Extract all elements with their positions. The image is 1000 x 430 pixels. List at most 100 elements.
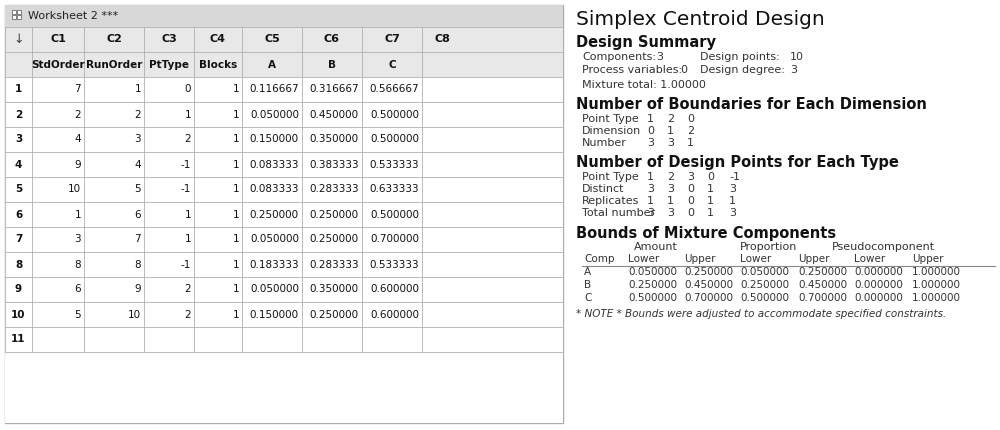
Text: 0.633333: 0.633333 <box>369 184 419 194</box>
Text: 1: 1 <box>707 208 714 218</box>
Text: Lower: Lower <box>854 254 885 264</box>
Text: -1: -1 <box>181 160 191 169</box>
Text: Blocks: Blocks <box>199 59 237 70</box>
Text: 1: 1 <box>184 234 191 245</box>
Text: Amount: Amount <box>634 242 678 252</box>
Text: 0.566667: 0.566667 <box>369 85 419 95</box>
Text: C3: C3 <box>161 34 177 44</box>
Text: Number of Design Points for Each Type: Number of Design Points for Each Type <box>576 155 899 170</box>
Text: 0.250000: 0.250000 <box>310 234 359 245</box>
Text: Comp: Comp <box>584 254 614 264</box>
Text: 0.050000: 0.050000 <box>250 110 299 120</box>
Text: 7: 7 <box>74 85 81 95</box>
Text: 0.050000: 0.050000 <box>250 234 299 245</box>
Text: 0: 0 <box>687 196 694 206</box>
Bar <box>5 27 563 423</box>
Text: 0: 0 <box>680 65 687 75</box>
Text: 0.700000: 0.700000 <box>798 293 847 303</box>
Text: 10: 10 <box>790 52 804 62</box>
Text: 0.500000: 0.500000 <box>370 209 419 219</box>
Text: Simplex Centroid Design: Simplex Centroid Design <box>576 10 825 29</box>
Text: C7: C7 <box>384 34 400 44</box>
Text: B: B <box>328 59 336 70</box>
Text: 0.350000: 0.350000 <box>310 285 359 295</box>
Text: 1: 1 <box>687 138 694 148</box>
Text: 0.183333: 0.183333 <box>249 259 299 270</box>
Bar <box>5 27 563 52</box>
Text: 1: 1 <box>647 114 654 124</box>
Text: B: B <box>584 280 591 290</box>
Text: 3: 3 <box>790 65 797 75</box>
Text: 0.000000: 0.000000 <box>854 280 903 290</box>
Text: C5: C5 <box>264 34 280 44</box>
Text: Pseudocomponent: Pseudocomponent <box>831 242 935 252</box>
Text: 1: 1 <box>232 209 239 219</box>
Text: 4: 4 <box>74 135 81 144</box>
Text: 5: 5 <box>15 184 22 194</box>
Text: Point Type: Point Type <box>582 172 639 182</box>
Text: 0.316667: 0.316667 <box>309 85 359 95</box>
Text: 0.250000: 0.250000 <box>310 209 359 219</box>
Text: 1: 1 <box>232 285 239 295</box>
Text: 3: 3 <box>667 184 674 194</box>
Text: Upper: Upper <box>684 254 716 264</box>
Text: 0: 0 <box>707 172 714 182</box>
Text: 8: 8 <box>134 259 141 270</box>
Text: 0: 0 <box>184 85 191 95</box>
Text: 1: 1 <box>707 196 714 206</box>
Text: 1: 1 <box>184 110 191 120</box>
Text: 0.283333: 0.283333 <box>309 184 359 194</box>
Text: * NOTE * Bounds were adjusted to accommodate specified constraints.: * NOTE * Bounds were adjusted to accommo… <box>576 309 946 319</box>
Bar <box>12 10 16 14</box>
Text: 3: 3 <box>647 208 654 218</box>
Text: 0: 0 <box>687 114 694 124</box>
Text: 0.500000: 0.500000 <box>370 110 419 120</box>
Text: 1: 1 <box>184 209 191 219</box>
Bar <box>12 15 16 19</box>
Text: 10: 10 <box>68 184 81 194</box>
Text: 0.700000: 0.700000 <box>684 293 733 303</box>
Text: 1: 1 <box>232 85 239 95</box>
Text: 0: 0 <box>647 126 654 136</box>
Text: Design Summary: Design Summary <box>576 35 716 50</box>
Text: 0.700000: 0.700000 <box>370 234 419 245</box>
Text: 0.250000: 0.250000 <box>250 209 299 219</box>
Text: 0.533333: 0.533333 <box>369 160 419 169</box>
Bar <box>5 5 563 27</box>
Text: Design degree:: Design degree: <box>700 65 785 75</box>
Text: 3: 3 <box>134 135 141 144</box>
Text: 11: 11 <box>11 335 26 344</box>
Text: 10: 10 <box>11 310 26 319</box>
Text: 3: 3 <box>729 208 736 218</box>
Text: Components:: Components: <box>582 52 656 62</box>
Text: Distinct: Distinct <box>582 184 624 194</box>
Bar <box>5 5 563 423</box>
Text: 0.000000: 0.000000 <box>854 293 903 303</box>
Text: C: C <box>388 59 396 70</box>
Text: 1: 1 <box>232 160 239 169</box>
Text: 2: 2 <box>667 114 674 124</box>
Text: 0.083333: 0.083333 <box>250 160 299 169</box>
Text: C6: C6 <box>324 34 340 44</box>
Text: StdOrder: StdOrder <box>31 59 85 70</box>
Text: 1: 1 <box>729 196 736 206</box>
Text: 6: 6 <box>15 209 22 219</box>
Text: Total number: Total number <box>582 208 655 218</box>
Text: 3: 3 <box>656 52 663 62</box>
Text: Mixture total: 1.00000: Mixture total: 1.00000 <box>582 80 706 90</box>
Text: C4: C4 <box>210 34 226 44</box>
Text: 7: 7 <box>134 234 141 245</box>
Text: Bounds of Mixture Components: Bounds of Mixture Components <box>576 226 836 241</box>
Text: Replicates: Replicates <box>582 196 639 206</box>
Text: 2: 2 <box>184 285 191 295</box>
Text: 0.350000: 0.350000 <box>310 135 359 144</box>
Text: 0.500000: 0.500000 <box>628 293 677 303</box>
Text: 3: 3 <box>647 184 654 194</box>
Text: C8: C8 <box>435 34 450 44</box>
Text: 0.050000: 0.050000 <box>740 267 789 277</box>
Text: 9: 9 <box>134 285 141 295</box>
Text: -1: -1 <box>729 172 740 182</box>
Text: 0.450000: 0.450000 <box>798 280 847 290</box>
Text: 8: 8 <box>74 259 81 270</box>
Text: 1: 1 <box>15 85 22 95</box>
